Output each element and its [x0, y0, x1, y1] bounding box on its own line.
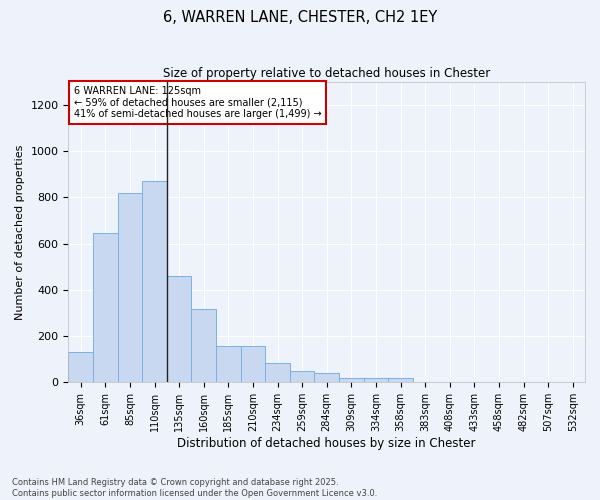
Y-axis label: Number of detached properties: Number of detached properties — [15, 144, 25, 320]
Bar — [364, 378, 388, 382]
Bar — [339, 378, 364, 382]
X-axis label: Distribution of detached houses by size in Chester: Distribution of detached houses by size … — [178, 437, 476, 450]
Bar — [93, 233, 118, 382]
Bar — [388, 378, 413, 382]
Bar — [314, 373, 339, 382]
Bar — [216, 346, 241, 382]
Title: Size of property relative to detached houses in Chester: Size of property relative to detached ho… — [163, 68, 490, 80]
Bar — [68, 352, 93, 382]
Text: 6 WARREN LANE: 125sqm
← 59% of detached houses are smaller (2,115)
41% of semi-d: 6 WARREN LANE: 125sqm ← 59% of detached … — [74, 86, 321, 120]
Bar — [265, 362, 290, 382]
Bar — [290, 371, 314, 382]
Text: Contains HM Land Registry data © Crown copyright and database right 2025.
Contai: Contains HM Land Registry data © Crown c… — [12, 478, 377, 498]
Bar — [142, 181, 167, 382]
Bar — [191, 310, 216, 382]
Bar — [241, 346, 265, 382]
Text: 6, WARREN LANE, CHESTER, CH2 1EY: 6, WARREN LANE, CHESTER, CH2 1EY — [163, 10, 437, 25]
Bar — [118, 192, 142, 382]
Bar — [167, 276, 191, 382]
